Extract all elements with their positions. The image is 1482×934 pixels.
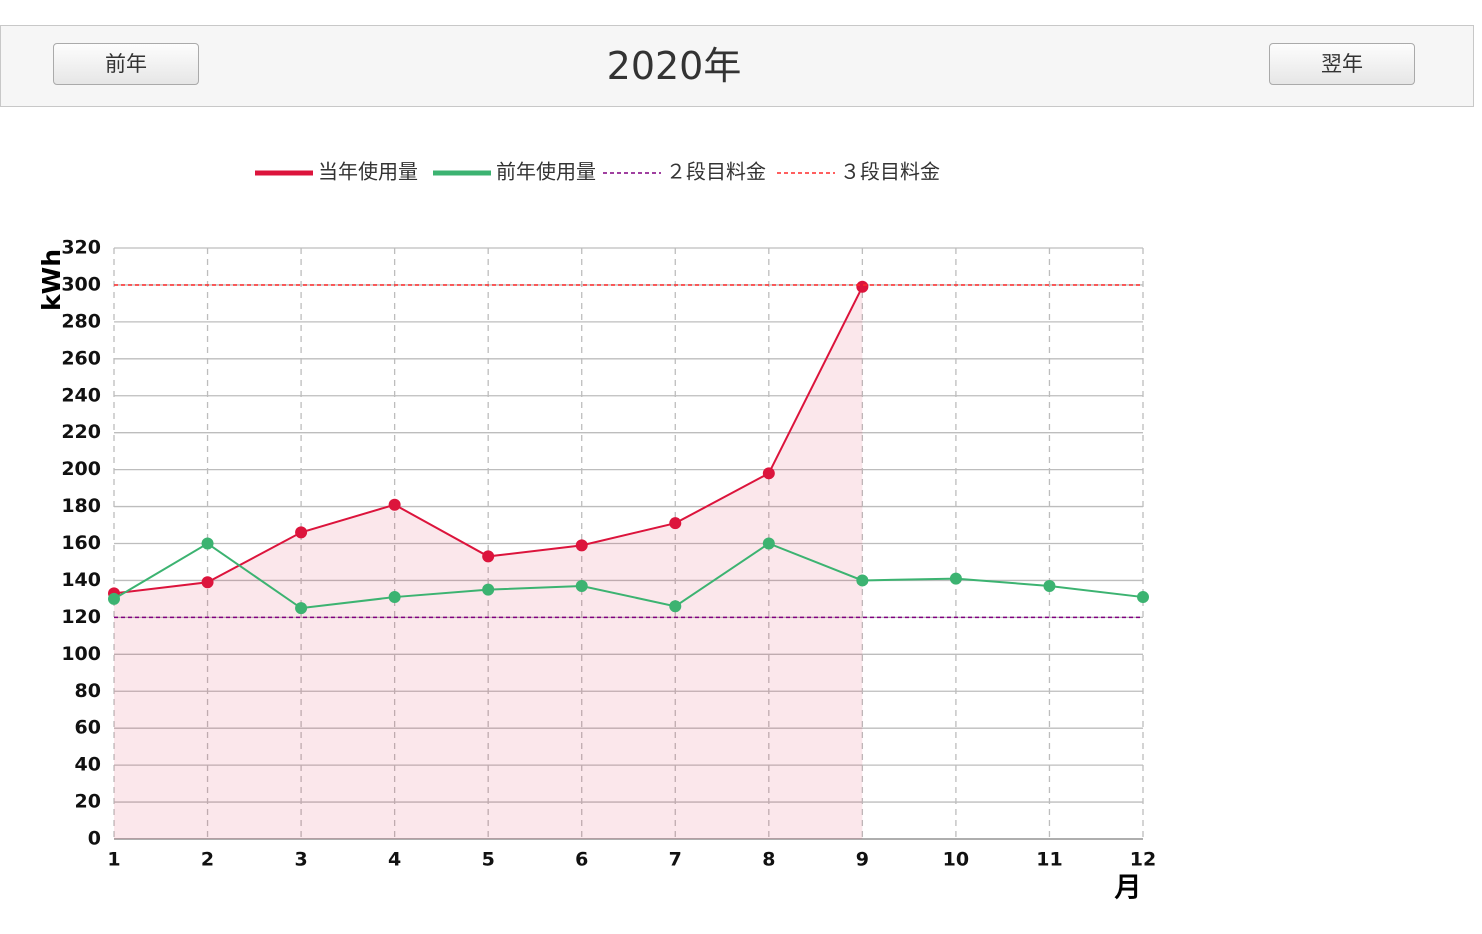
x-tick-label: 5 [482, 849, 495, 871]
x-axis-label: 月 [1114, 873, 1142, 904]
y-tick-label: 120 [61, 606, 101, 628]
y-tick-label: 40 [75, 754, 101, 776]
data-point [669, 517, 682, 530]
data-point [482, 550, 495, 563]
data-point [856, 280, 869, 293]
data-point [575, 539, 588, 552]
data-point [295, 602, 308, 615]
y-tick-label: 20 [75, 791, 101, 813]
data-point [949, 572, 962, 585]
x-tick-label: 10 [943, 849, 969, 871]
y-tick-label: 200 [61, 458, 101, 480]
y-tick-label: 0 [88, 828, 101, 850]
data-point [575, 579, 588, 592]
x-tick-label: 11 [1036, 849, 1062, 871]
data-point [388, 498, 401, 511]
y-tick-label: 140 [61, 569, 101, 591]
legend-label: ３段目料金 [840, 160, 940, 184]
y-tick-label: 180 [61, 495, 101, 517]
data-point [201, 537, 214, 550]
year-title: 2020年 [606, 44, 742, 88]
y-tick-label: 240 [61, 384, 101, 406]
header-bar: 前年 2020年 翌年 [0, 25, 1474, 107]
data-point [388, 591, 401, 604]
series-line [113, 542, 1144, 610]
data-point [669, 600, 682, 613]
data-point [201, 576, 214, 589]
x-tick-label: 3 [294, 849, 307, 871]
area [114, 286, 863, 839]
next-year-button[interactable]: 翌年 [1269, 43, 1415, 85]
y-tick-label: 100 [61, 643, 101, 665]
prev-year-button[interactable]: 前年 [53, 43, 199, 85]
y-tick-label: 300 [61, 273, 101, 295]
x-tick-label: 2 [201, 849, 214, 871]
data-point [108, 592, 120, 605]
y-tick-label: 60 [75, 717, 101, 739]
y-tick-label: 320 [61, 237, 101, 259]
x-tick-label: 4 [388, 849, 401, 871]
legend-label: 当年使用量 [318, 160, 418, 184]
y-tick-label: 260 [61, 347, 101, 369]
x-tick-label: 8 [762, 849, 775, 871]
data-point [856, 574, 869, 587]
legend-label: 前年使用量 [496, 160, 596, 184]
data-point [482, 583, 495, 596]
y-tick-label: 280 [61, 310, 101, 332]
data-point [1043, 579, 1056, 592]
x-tick-label: 6 [575, 849, 588, 871]
data-point [762, 467, 775, 480]
legend-label: ２段目料金 [666, 160, 766, 184]
y-tick-label: 80 [75, 680, 101, 702]
x-tick-label: 9 [856, 849, 869, 871]
data-point [762, 537, 775, 550]
x-tick-label: 1 [107, 849, 120, 871]
data-point [295, 526, 308, 539]
y-axis-label: kWh [37, 249, 66, 311]
x-tick-label: 12 [1130, 849, 1156, 871]
data-point [1137, 591, 1149, 604]
x-tick-label: 7 [669, 849, 682, 871]
y-tick-label: 160 [61, 532, 101, 554]
y-tick-label: 220 [61, 421, 101, 443]
